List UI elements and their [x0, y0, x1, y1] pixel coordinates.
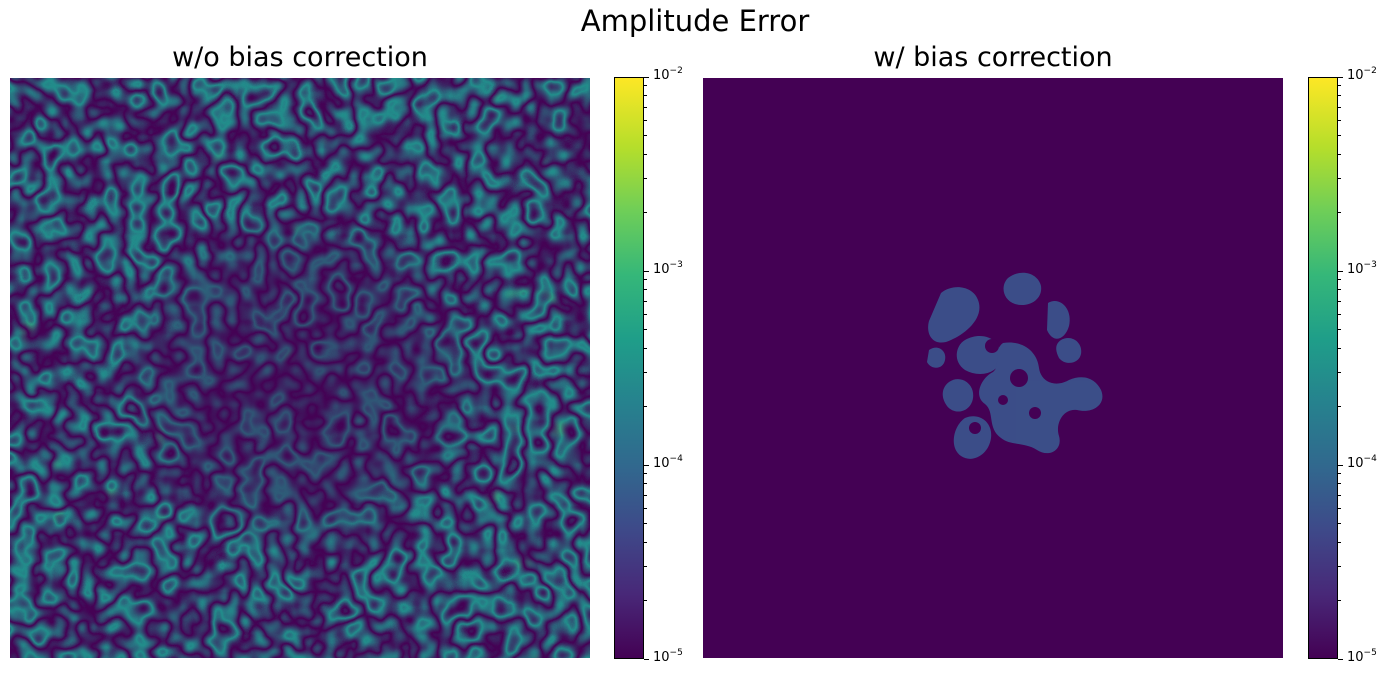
colorbar-tick-label: 10−3 [1347, 260, 1377, 277]
colorbar-minor-tick [1338, 507, 1341, 509]
colorbar-minor-tick [644, 119, 647, 121]
colorbar-minor-tick [1338, 313, 1341, 315]
colorbar-minor-tick [1338, 494, 1341, 496]
colorbar-minor-tick [1338, 95, 1341, 97]
colorbar-minor-tick [644, 541, 647, 543]
colorbar-tick-label: 10−4 [653, 454, 683, 471]
colorbar-major-tick [1338, 464, 1343, 466]
right-panel-title: w/ bias correction [873, 42, 1113, 73]
colorbar-major-tick [644, 76, 649, 78]
blob-hole [1029, 407, 1041, 419]
blob-patch [927, 347, 946, 368]
colorbar-major-tick [644, 658, 649, 660]
blob-patch [1047, 300, 1070, 339]
colorbar-minor-tick [1338, 600, 1341, 602]
colorbar-tick-label: 10−5 [1347, 648, 1377, 665]
right-colorbar [1308, 77, 1338, 659]
colorbar-tick-label: 10−3 [653, 260, 683, 277]
colorbar-minor-tick [644, 313, 647, 315]
left-panel-title: w/o bias correction [172, 42, 428, 73]
blob-patch [942, 379, 974, 412]
colorbar-minor-tick [644, 328, 647, 330]
colorbar-tick-label: 10−2 [1347, 66, 1377, 83]
colorbar-minor-tick [644, 473, 647, 475]
blob-hole [1010, 369, 1028, 387]
colorbar-minor-tick [644, 406, 647, 408]
colorbar-minor-tick [1338, 483, 1341, 485]
colorbar-minor-tick [1338, 289, 1341, 291]
right-heatmap [703, 78, 1283, 658]
colorbar-minor-tick [644, 300, 647, 302]
left-heatmap-svg [10, 78, 590, 658]
colorbar-minor-tick [644, 153, 647, 155]
right-heatmap-center-blob [927, 272, 1103, 459]
colorbar-major-tick [1338, 270, 1343, 272]
left-colorbar [614, 77, 644, 659]
colorbar-minor-tick [644, 134, 647, 136]
colorbar-minor-tick [644, 600, 647, 602]
colorbar-minor-tick [1338, 541, 1341, 543]
colorbar-minor-tick [1338, 177, 1341, 179]
colorbar-minor-tick [644, 212, 647, 214]
colorbar-major-tick [1338, 658, 1343, 660]
colorbar-major-tick [1338, 76, 1343, 78]
colorbar-minor-tick [644, 483, 647, 485]
colorbar-minor-tick [644, 279, 647, 281]
blob-patch [928, 287, 980, 343]
colorbar-minor-tick [644, 289, 647, 291]
blob-hole [969, 422, 981, 434]
colorbar-minor-tick [1338, 522, 1341, 524]
colorbar-minor-tick [1338, 473, 1341, 475]
colorbar-minor-tick [644, 494, 647, 496]
colorbar-minor-tick [1338, 300, 1341, 302]
blob-patch [953, 416, 992, 459]
colorbar-minor-tick [644, 106, 647, 108]
blob-hole [998, 395, 1008, 405]
colorbar-minor-tick [1338, 406, 1341, 408]
colorbar-minor-tick [1338, 212, 1341, 214]
colorbar-minor-tick [644, 522, 647, 524]
colorbar-minor-tick [644, 507, 647, 509]
colorbar-minor-tick [644, 371, 647, 373]
colorbar-minor-tick [1338, 85, 1341, 87]
blob-patch [979, 342, 1103, 454]
colorbar-minor-tick [1338, 153, 1341, 155]
colorbar-minor-tick [1338, 119, 1341, 121]
blob-patch [1003, 272, 1042, 306]
colorbar-minor-tick [1338, 371, 1341, 373]
right-heatmap-holes [969, 339, 1041, 434]
colorbar-minor-tick [644, 565, 647, 567]
colorbar-major-tick [644, 270, 649, 272]
colorbar-tick-label: 10−2 [653, 66, 683, 83]
figure-title: Amplitude Error [580, 4, 810, 38]
blob-hole [985, 339, 999, 353]
colorbar-tick-label: 10−5 [653, 648, 683, 665]
blob-patch [1056, 337, 1082, 363]
colorbar-minor-tick [644, 347, 647, 349]
colorbar-minor-tick [1338, 106, 1341, 108]
colorbar-tick-label: 10−4 [1347, 454, 1377, 471]
colorbar-minor-tick [644, 85, 647, 87]
left-heatmap-center-region [70, 158, 530, 598]
right-heatmap-svg [703, 78, 1283, 658]
colorbar-minor-tick [1338, 347, 1341, 349]
colorbar-minor-tick [644, 95, 647, 97]
colorbar-minor-tick [644, 177, 647, 179]
colorbar-minor-tick [1338, 279, 1341, 281]
colorbar-minor-tick [1338, 565, 1341, 567]
colorbar-minor-tick [1338, 134, 1341, 136]
colorbar-minor-tick [1338, 328, 1341, 330]
left-heatmap [10, 78, 590, 658]
colorbar-major-tick [644, 464, 649, 466]
